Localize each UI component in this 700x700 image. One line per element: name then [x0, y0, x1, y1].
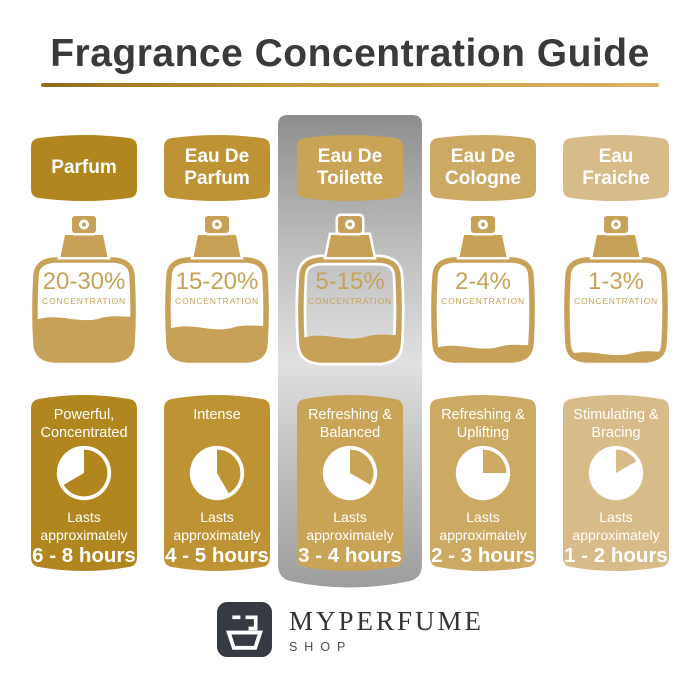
concentration-block: 20-30% CONCENTRATION [31, 269, 137, 306]
clock-pie-icon [187, 443, 247, 503]
duration-card: Refreshing & Balanced Lasts approximatel… [297, 395, 403, 571]
scent-description: Intense [193, 407, 241, 423]
concentration-value: 1-3% [587, 268, 645, 295]
duration-value: 1 - 2 hours [564, 544, 668, 567]
concentration-label: CONCENTRATION [175, 296, 259, 307]
fragrance-column: Eau De Toilette 5-15% CONCENTRATION Refr… [295, 135, 405, 571]
duration-value: 2 - 3 hours [431, 544, 535, 567]
concentration-label: CONCENTRATION [441, 296, 525, 307]
fragrance-column: Parfum 20-30% CONCENTRATION Powerful, Co… [29, 135, 139, 571]
perfume-bottle-logo-icon [216, 602, 272, 657]
lasts-label: Lasts approximately [439, 509, 527, 543]
concentration-block: 1-3% CONCENTRATION [563, 269, 669, 306]
spray-bottle-icon [561, 213, 671, 366]
perfume-bottle-illustration: 1-3% CONCENTRATION [561, 213, 671, 366]
brand-text: MYPERFUME SHOP [289, 606, 484, 654]
perfume-bottle-illustration: 15-20% CONCENTRATION [162, 213, 272, 366]
concentration-value: 5-15% [315, 268, 385, 295]
duration-card: Powerful, Concentrated Lasts approximate… [31, 395, 137, 571]
fragrance-column: Eau De Cologne 2-4% CONCENTRATION Refres… [428, 135, 538, 571]
clock-pie-icon [54, 443, 114, 503]
fragrance-name: Parfum [51, 156, 117, 178]
concentration-block: 5-15% CONCENTRATION [297, 269, 403, 306]
header: Fragrance Concentration Guide [0, 32, 700, 87]
concentration-value: 15-20% [175, 268, 259, 295]
duration-value: 3 - 4 hours [298, 544, 402, 567]
lasts-label: Lasts approximately [572, 509, 660, 543]
duration-card: Refreshing & Uplifting Lasts approximate… [430, 395, 536, 571]
fragrance-column: Eau Fraiche 1-3% CONCENTRATION Stimulati… [561, 135, 671, 571]
fragrance-name: Eau De Cologne [445, 145, 521, 189]
scent-description: Refreshing & Uplifting [441, 407, 525, 442]
concentration-label: CONCENTRATION [42, 296, 126, 307]
perfume-bottle-illustration: 5-15% CONCENTRATION [295, 213, 405, 366]
brand-footer: MYPERFUME SHOP [0, 601, 700, 658]
brand-name: MYPERFUME [288, 605, 485, 636]
fragrance-column: Eau De Parfum 15-20% CONCENTRATION Inten… [162, 135, 272, 571]
scent-description: Stimulating & Bracing [573, 407, 659, 442]
clock-pie-icon [320, 443, 380, 503]
lasts-label: Lasts approximately [173, 509, 261, 543]
fragrance-name: Eau Fraiche [582, 145, 650, 189]
fragrance-name-badge: Eau Fraiche [563, 135, 669, 201]
spray-bottle-icon [29, 213, 139, 366]
page-title: Fragrance Concentration Guide [50, 32, 650, 75]
fragrance-name-badge: Eau De Toilette [297, 135, 403, 201]
title-underline [41, 83, 659, 87]
duration-value: 6 - 8 hours [32, 544, 136, 567]
spray-bottle-icon [162, 213, 272, 366]
spray-bottle-icon [428, 213, 538, 366]
duration-value: 4 - 5 hours [165, 544, 269, 567]
duration-card: Intense Lasts approximately 4 - 5 hours [164, 395, 270, 571]
concentration-block: 2-4% CONCENTRATION [430, 269, 536, 306]
fragrance-name: Eau De Toilette [316, 145, 384, 189]
lasts-label: Lasts approximately [306, 509, 394, 543]
duration-card: Stimulating & Bracing Lasts approximatel… [563, 395, 669, 571]
columns-row: Parfum 20-30% CONCENTRATION Powerful, Co… [29, 135, 671, 571]
perfume-bottle-illustration: 20-30% CONCENTRATION [29, 213, 139, 366]
fragrance-name: Eau De Parfum [184, 145, 250, 189]
scent-description: Refreshing & Balanced [308, 407, 392, 442]
perfume-bottle-illustration: 2-4% CONCENTRATION [428, 213, 538, 366]
concentration-label: CONCENTRATION [574, 296, 658, 307]
fragrance-name-badge: Eau De Cologne [430, 135, 536, 201]
concentration-label: CONCENTRATION [308, 296, 392, 307]
spray-bottle-icon [295, 213, 405, 366]
brand-subtitle: SHOP [288, 639, 353, 654]
fragrance-name-badge: Parfum [31, 135, 137, 201]
concentration-value: 2-4% [454, 268, 512, 295]
scent-description: Powerful, Concentrated [40, 407, 128, 442]
concentration-value: 20-30% [42, 268, 126, 295]
fragrance-name-badge: Eau De Parfum [164, 135, 270, 201]
lasts-label: Lasts approximately [40, 509, 128, 543]
concentration-block: 15-20% CONCENTRATION [164, 269, 270, 306]
clock-pie-icon [586, 443, 646, 503]
clock-pie-icon [453, 443, 513, 503]
